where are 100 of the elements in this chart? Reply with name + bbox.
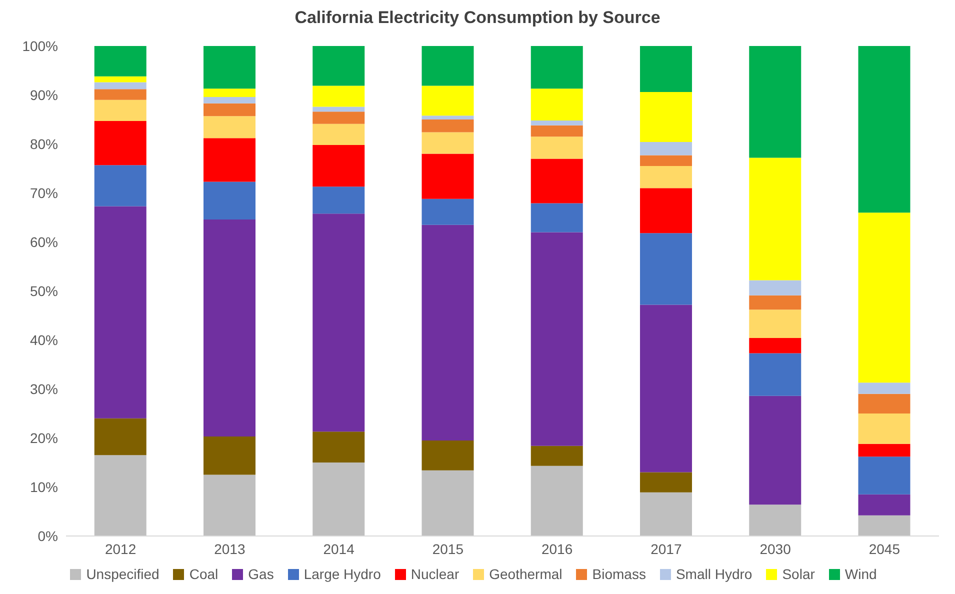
y-tick-label: 70%: [30, 184, 58, 201]
legend-label: Unspecified: [86, 566, 160, 582]
x-tick-label: 2030: [760, 540, 792, 557]
bar: [858, 444, 910, 457]
bar: [312, 86, 365, 107]
bar: [640, 492, 692, 536]
legend-label: Small Hydro: [676, 566, 752, 582]
bar: [530, 120, 583, 126]
bar: [204, 96, 256, 104]
bar: [858, 382, 910, 394]
legend-label: Geothermal: [489, 566, 562, 582]
legend-label: Coal: [189, 566, 218, 582]
bar: [749, 396, 802, 505]
bar: [640, 155, 692, 166]
bar: [640, 142, 692, 156]
y-tick-label: 40%: [30, 332, 58, 348]
bar: [94, 455, 146, 536]
bar: [422, 440, 474, 470]
bar: [858, 212, 910, 383]
bar: [94, 82, 146, 90]
y-tick-label: 80%: [30, 136, 58, 152]
bar: [858, 414, 910, 444]
bar: [749, 353, 802, 396]
bar: [858, 46, 910, 213]
bar: [749, 295, 802, 310]
bar: [530, 46, 583, 89]
y-tick-label: 0%: [38, 528, 58, 544]
bar: [312, 186, 365, 214]
legend-label: Biomass: [592, 566, 646, 582]
bar: [530, 158, 583, 204]
bar: [640, 166, 692, 188]
bar: [422, 470, 474, 536]
bar: [530, 125, 583, 137]
legend-label: Wind: [844, 566, 877, 582]
bar: [422, 154, 474, 199]
legend-label: Large Hydro: [304, 566, 381, 582]
y-tick-label: 30%: [30, 380, 58, 397]
legend-label: Nuclear: [410, 566, 460, 582]
x-tick-label: 2012: [104, 540, 136, 557]
bar: [94, 76, 146, 82]
bar: [749, 310, 802, 338]
bar: [422, 116, 474, 120]
y-tick-label: 60%: [30, 234, 58, 250]
bar: [749, 280, 802, 296]
bar: [94, 206, 146, 418]
bar: [204, 474, 256, 536]
bar: [530, 88, 583, 120]
y-tick-label: 20%: [30, 430, 58, 446]
y-tick-label: 90%: [30, 86, 58, 103]
x-tick-label: 2015: [432, 540, 464, 557]
bar: [530, 136, 583, 159]
chart-title: California Electricity Consumption by Source: [294, 8, 662, 29]
bar: [94, 165, 146, 206]
bar: [312, 124, 365, 145]
bar: [422, 198, 474, 225]
bar: [749, 46, 802, 158]
x-tick-label: 2017: [650, 540, 682, 557]
bar: [640, 188, 692, 234]
y-tick-label: 100%: [22, 38, 58, 54]
bar: [858, 515, 910, 536]
bar: [312, 432, 365, 462]
bar: [640, 472, 692, 492]
bar: [749, 504, 802, 536]
bar: [858, 394, 910, 414]
bar: [422, 224, 474, 440]
bar: [94, 46, 146, 76]
bar: [312, 46, 365, 86]
bar: [312, 144, 365, 187]
bar: [94, 100, 146, 121]
bar: [312, 462, 365, 536]
x-tick-label: 2016: [541, 540, 573, 557]
bar: [204, 88, 256, 97]
legend-label: Gas: [248, 566, 274, 582]
bar: [204, 182, 256, 220]
bar: [204, 138, 256, 182]
bar: [530, 203, 583, 232]
bar: [422, 46, 474, 86]
y-tick-label: 10%: [30, 478, 58, 495]
bar: [204, 103, 256, 116]
bar: [204, 46, 256, 89]
bar: [204, 436, 256, 475]
x-tick-label: 2013: [214, 540, 246, 557]
bar: [858, 494, 910, 516]
x-tick-label: 2014: [323, 540, 355, 557]
bar: [312, 112, 365, 124]
bar: [530, 232, 583, 446]
bar: [640, 304, 692, 472]
bar: [204, 116, 256, 138]
bar: [204, 219, 256, 437]
bar: [749, 158, 802, 280]
bar: [94, 418, 146, 456]
bar: [94, 120, 146, 166]
bar: [422, 132, 474, 154]
bar: [640, 92, 692, 142]
bar: [530, 446, 583, 466]
x-tick-label: 2045: [868, 540, 900, 557]
bar: [640, 46, 692, 92]
y-tick-label: 50%: [30, 282, 58, 299]
bar: [312, 214, 365, 432]
bar: [422, 120, 474, 132]
